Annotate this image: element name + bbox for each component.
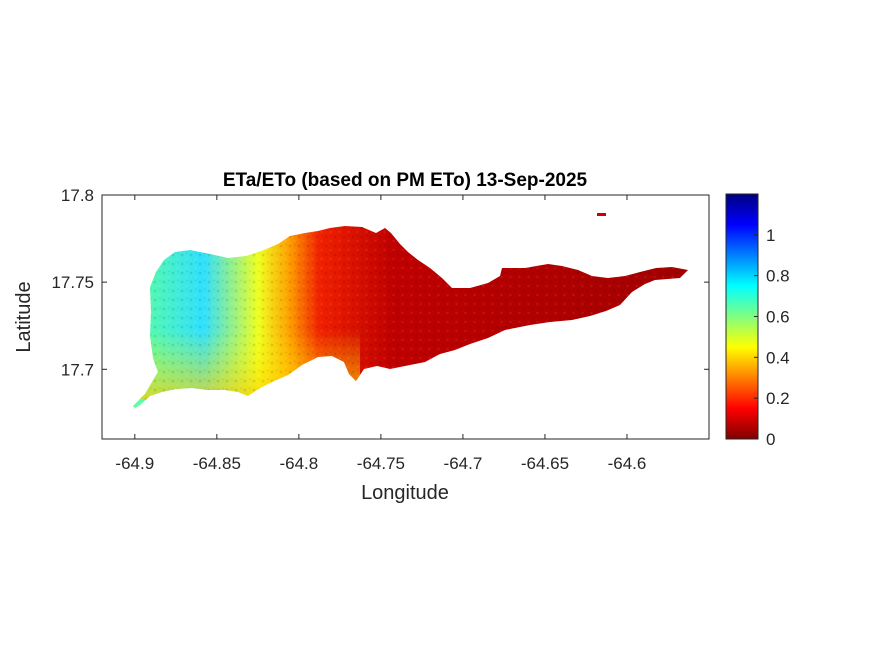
x-axis-ticks: -64.9 -64.85 -64.8 -64.75 -64.7 -64.65 -64.6 [115,195,646,473]
map-axes: -64.9 -64.85 -64.8 -64.75 -64.7 -64.65 -64.6 1… [51,186,710,473]
x-tick-label: -64.75 [357,454,405,473]
x-tick-label: -64.7 [444,454,483,473]
colorbar-gradient [726,194,758,439]
x-tick-label: -64.8 [279,454,318,473]
y-tick-label: 17.7 [61,360,94,379]
colorbar: 0 0.2 0.4 0.6 0.8 1 [725,193,790,449]
colorbar-tick-label: 0.2 [766,389,790,408]
map-title: ETa/ETo (based on PM ETo) 13-Sep-2025 [223,170,588,191]
islet-marker [597,213,606,216]
colorbar-tick-label: 0 [766,430,775,449]
plot-area-frame [101,194,710,440]
y-tick-label: 17.75 [51,273,94,292]
island-raster [133,226,688,408]
x-tick-label: -64.6 [608,454,647,473]
colorbar-tick-label: 1 [766,226,775,245]
island-speckle [133,226,688,408]
y-tick-label: 17.8 [61,186,94,205]
x-tick-label: -64.85 [193,454,241,473]
colorbar-tick-label: 0.6 [766,308,790,327]
colorbar-ticks: 0 0.2 0.4 0.6 0.8 1 [754,226,790,449]
colorbar-tick-label: 0.8 [766,267,790,286]
colorbar-tick-label: 0.4 [766,348,790,367]
y-axis-label: Latitude [13,281,35,352]
x-tick-label: -64.65 [521,454,569,473]
x-axis-label: Longitude [361,482,449,504]
y-axis-ticks: 17.7 17.75 17.8 [51,186,709,379]
x-tick-label: -64.9 [115,454,154,473]
